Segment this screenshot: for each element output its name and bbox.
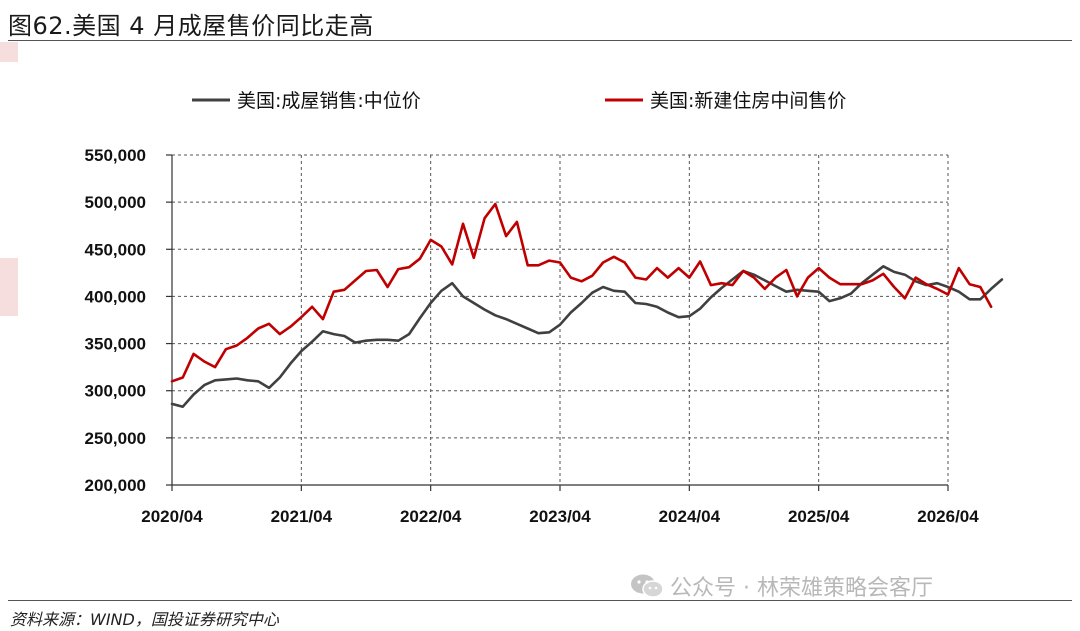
legend-label: 美国:成屋销售:中位价 — [237, 90, 421, 112]
grid — [172, 154, 949, 485]
x-tick-label: 2022/04 — [400, 507, 462, 526]
series-lines — [170, 202, 1004, 409]
y-tick-label: 400,000 — [85, 287, 146, 306]
y-tick-label: 500,000 — [85, 193, 146, 212]
y-tick-label: 300,000 — [85, 382, 146, 401]
y-tick-label: 200,000 — [85, 476, 146, 495]
source-divider — [8, 600, 1072, 601]
wechat-icon — [631, 574, 664, 598]
axes — [166, 154, 949, 491]
y-tick-label: 250,000 — [85, 429, 146, 448]
title-divider — [8, 40, 1072, 41]
series-line-new-home — [170, 202, 993, 383]
source-note: 资料来源：WIND，国投证券研究中心 — [10, 610, 279, 629]
watermark-text: 公众号 · 林荣雄策略会客厅 — [670, 576, 933, 601]
figure-title: 图62.美国 4 月成屋售价同比走高 — [8, 12, 374, 40]
x-tick-label: 2021/04 — [271, 507, 333, 526]
x-tick-label: 2024/04 — [659, 507, 721, 526]
mid-accent-strip — [0, 258, 18, 316]
y-tick-label: 350,000 — [85, 335, 146, 354]
x-tick-labels: 2020/04 2021/04 2022/04 2023/04 2024/04 2025/… — [141, 507, 979, 526]
y-tick-labels: 200,000 250,000 300,000 350,000 400,000 450,0… — [85, 146, 146, 495]
y-tick-label: 550,000 — [85, 146, 146, 165]
top-accent-strip — [0, 42, 18, 62]
x-tick-label: 2026/04 — [917, 507, 979, 526]
x-tick-label: 2025/04 — [788, 507, 850, 526]
x-tick-label: 2023/04 — [529, 507, 591, 526]
watermark: 公众号 · 林荣雄策略会客厅 — [630, 570, 933, 602]
legend-label: 美国:新建住房中间售价 — [650, 90, 846, 112]
x-tick-label: 2020/04 — [141, 507, 203, 526]
legend: 美国:成屋销售:中位价 美国:新建住房中间售价 — [192, 90, 846, 112]
series-line-existing-home — [170, 264, 1004, 409]
y-tick-label: 450,000 — [85, 240, 146, 259]
